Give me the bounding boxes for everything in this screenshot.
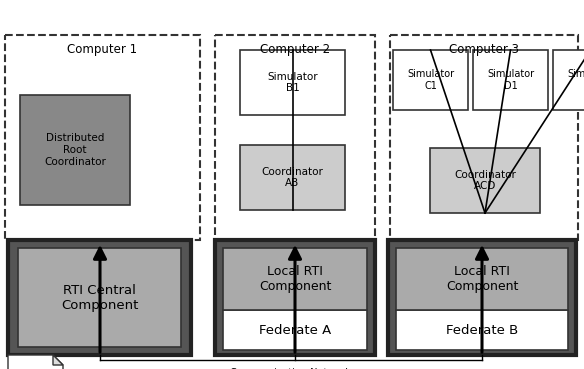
Text: Simulator
D1: Simulator D1 <box>487 69 534 91</box>
Bar <box>393 50 468 110</box>
Text: Computer 3: Computer 3 <box>449 42 519 55</box>
Text: Local RTI
Component: Local RTI Component <box>259 265 331 293</box>
Bar <box>223 310 367 350</box>
Text: Local RTI
Component: Local RTI Component <box>446 265 518 293</box>
Bar <box>396 248 568 310</box>
Text: Simulator
C1: Simulator C1 <box>407 69 454 91</box>
Text: Federate A: Federate A <box>259 324 331 337</box>
Bar <box>215 35 375 240</box>
Polygon shape <box>8 355 63 369</box>
Bar <box>223 248 367 310</box>
Text: Coordinator
AB: Coordinator AB <box>262 167 324 188</box>
Text: Communication Network: Communication Network <box>230 368 351 369</box>
Bar <box>388 240 576 355</box>
Text: Simulator
D2: Simulator D2 <box>567 69 584 91</box>
Text: Computer 1: Computer 1 <box>67 42 138 55</box>
Bar <box>20 95 130 205</box>
Bar <box>396 310 568 350</box>
Bar <box>5 35 200 240</box>
Bar <box>553 50 584 110</box>
Text: Federate B: Federate B <box>446 324 518 337</box>
Bar <box>18 248 181 347</box>
Text: RTI Central
Component: RTI Central Component <box>61 283 138 311</box>
Bar <box>390 35 578 240</box>
Bar <box>215 240 375 355</box>
Bar <box>240 50 345 115</box>
Text: Coordinator
ACD: Coordinator ACD <box>454 170 516 191</box>
Bar <box>430 148 540 213</box>
Text: Distributed
Root
Coordinator: Distributed Root Coordinator <box>44 134 106 166</box>
Bar <box>240 145 345 210</box>
Bar <box>473 50 548 110</box>
Text: Simulator
B1: Simulator B1 <box>267 72 318 93</box>
Bar <box>8 240 191 355</box>
Polygon shape <box>53 355 63 365</box>
Text: Computer 2: Computer 2 <box>260 42 330 55</box>
